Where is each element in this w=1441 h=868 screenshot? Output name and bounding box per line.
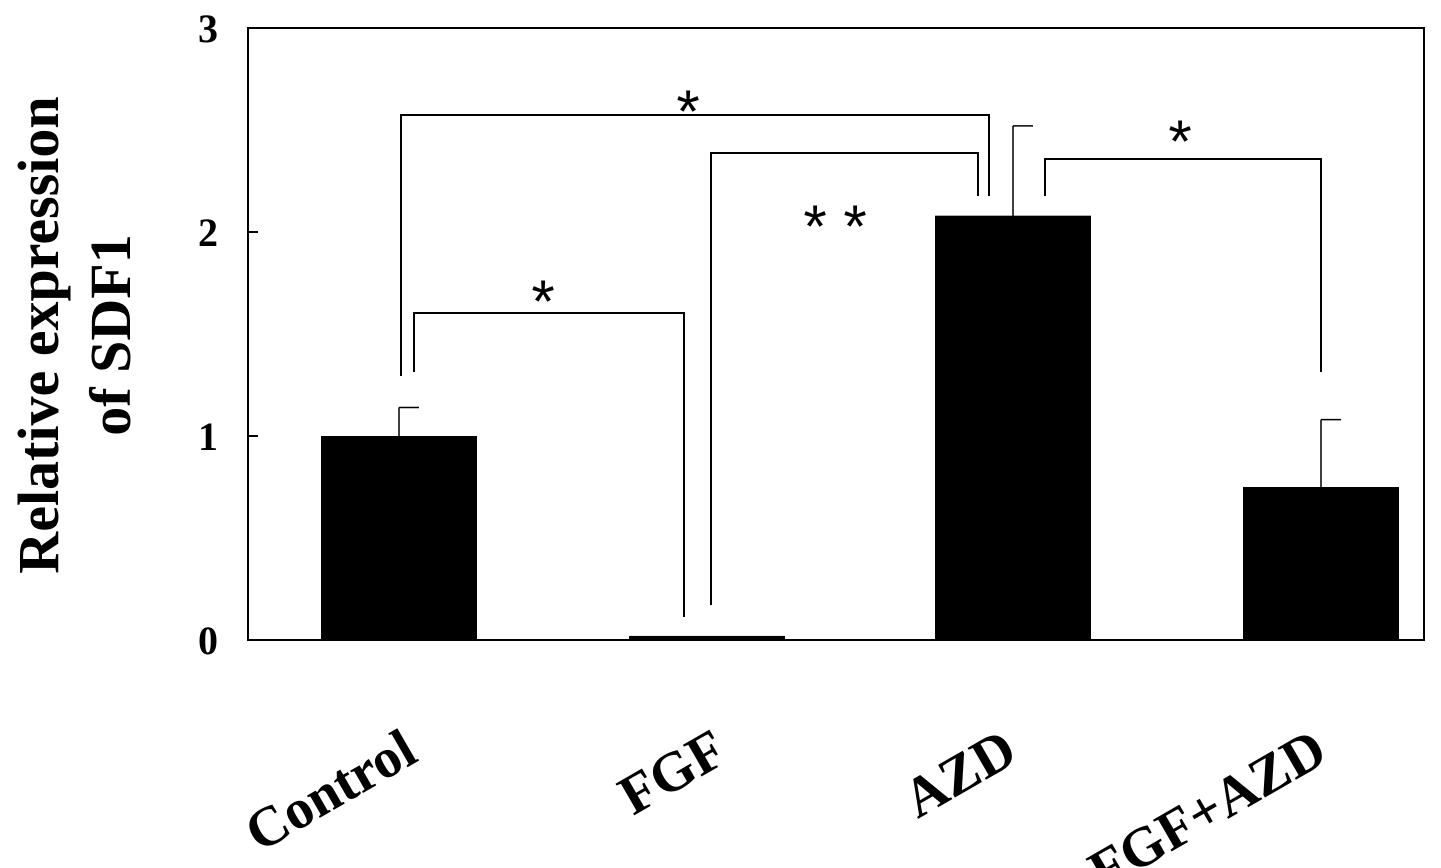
- significance-label: * *: [803, 193, 866, 260]
- bars: [321, 215, 1399, 640]
- significance-label: *: [676, 78, 699, 145]
- significance-label: *: [1168, 108, 1191, 175]
- significance-brackets: * * * * *: [400, 78, 1322, 617]
- significance-bracket: *: [413, 268, 685, 617]
- y-axis-title: Relative expression of SDF1: [6, 96, 143, 573]
- significance-label: *: [531, 268, 554, 335]
- x-tick-label: Control: [235, 718, 427, 865]
- plot-frame: [247, 27, 1425, 641]
- y-tick-label: 0: [198, 618, 218, 663]
- error-bars: [398, 125, 1341, 556]
- x-axis: Control FGF AZD FGF+AZD: [235, 718, 1337, 868]
- y-axis: 0 1 2 3: [198, 6, 258, 663]
- x-tick-label: FGF: [609, 718, 737, 828]
- y-axis-label: Relative expression: [6, 96, 71, 573]
- y-tick-label: 1: [198, 414, 218, 459]
- bar-fgf: [629, 635, 785, 640]
- error-bar: [398, 406, 419, 466]
- x-tick-label: FGF+AZD: [1078, 718, 1336, 868]
- y-tick-label: 2: [198, 210, 218, 255]
- bar-control: [321, 436, 477, 640]
- significance-bracket: * *: [710, 152, 979, 605]
- error-bar: [1012, 125, 1033, 307]
- significance-bracket: *: [1044, 108, 1322, 372]
- x-tick-label: AZD: [893, 718, 1026, 831]
- error-bar: [1320, 418, 1341, 556]
- y-tick-label: 3: [198, 6, 218, 51]
- y-axis-label: of SDF1: [78, 234, 143, 435]
- significance-bracket: *: [400, 78, 990, 376]
